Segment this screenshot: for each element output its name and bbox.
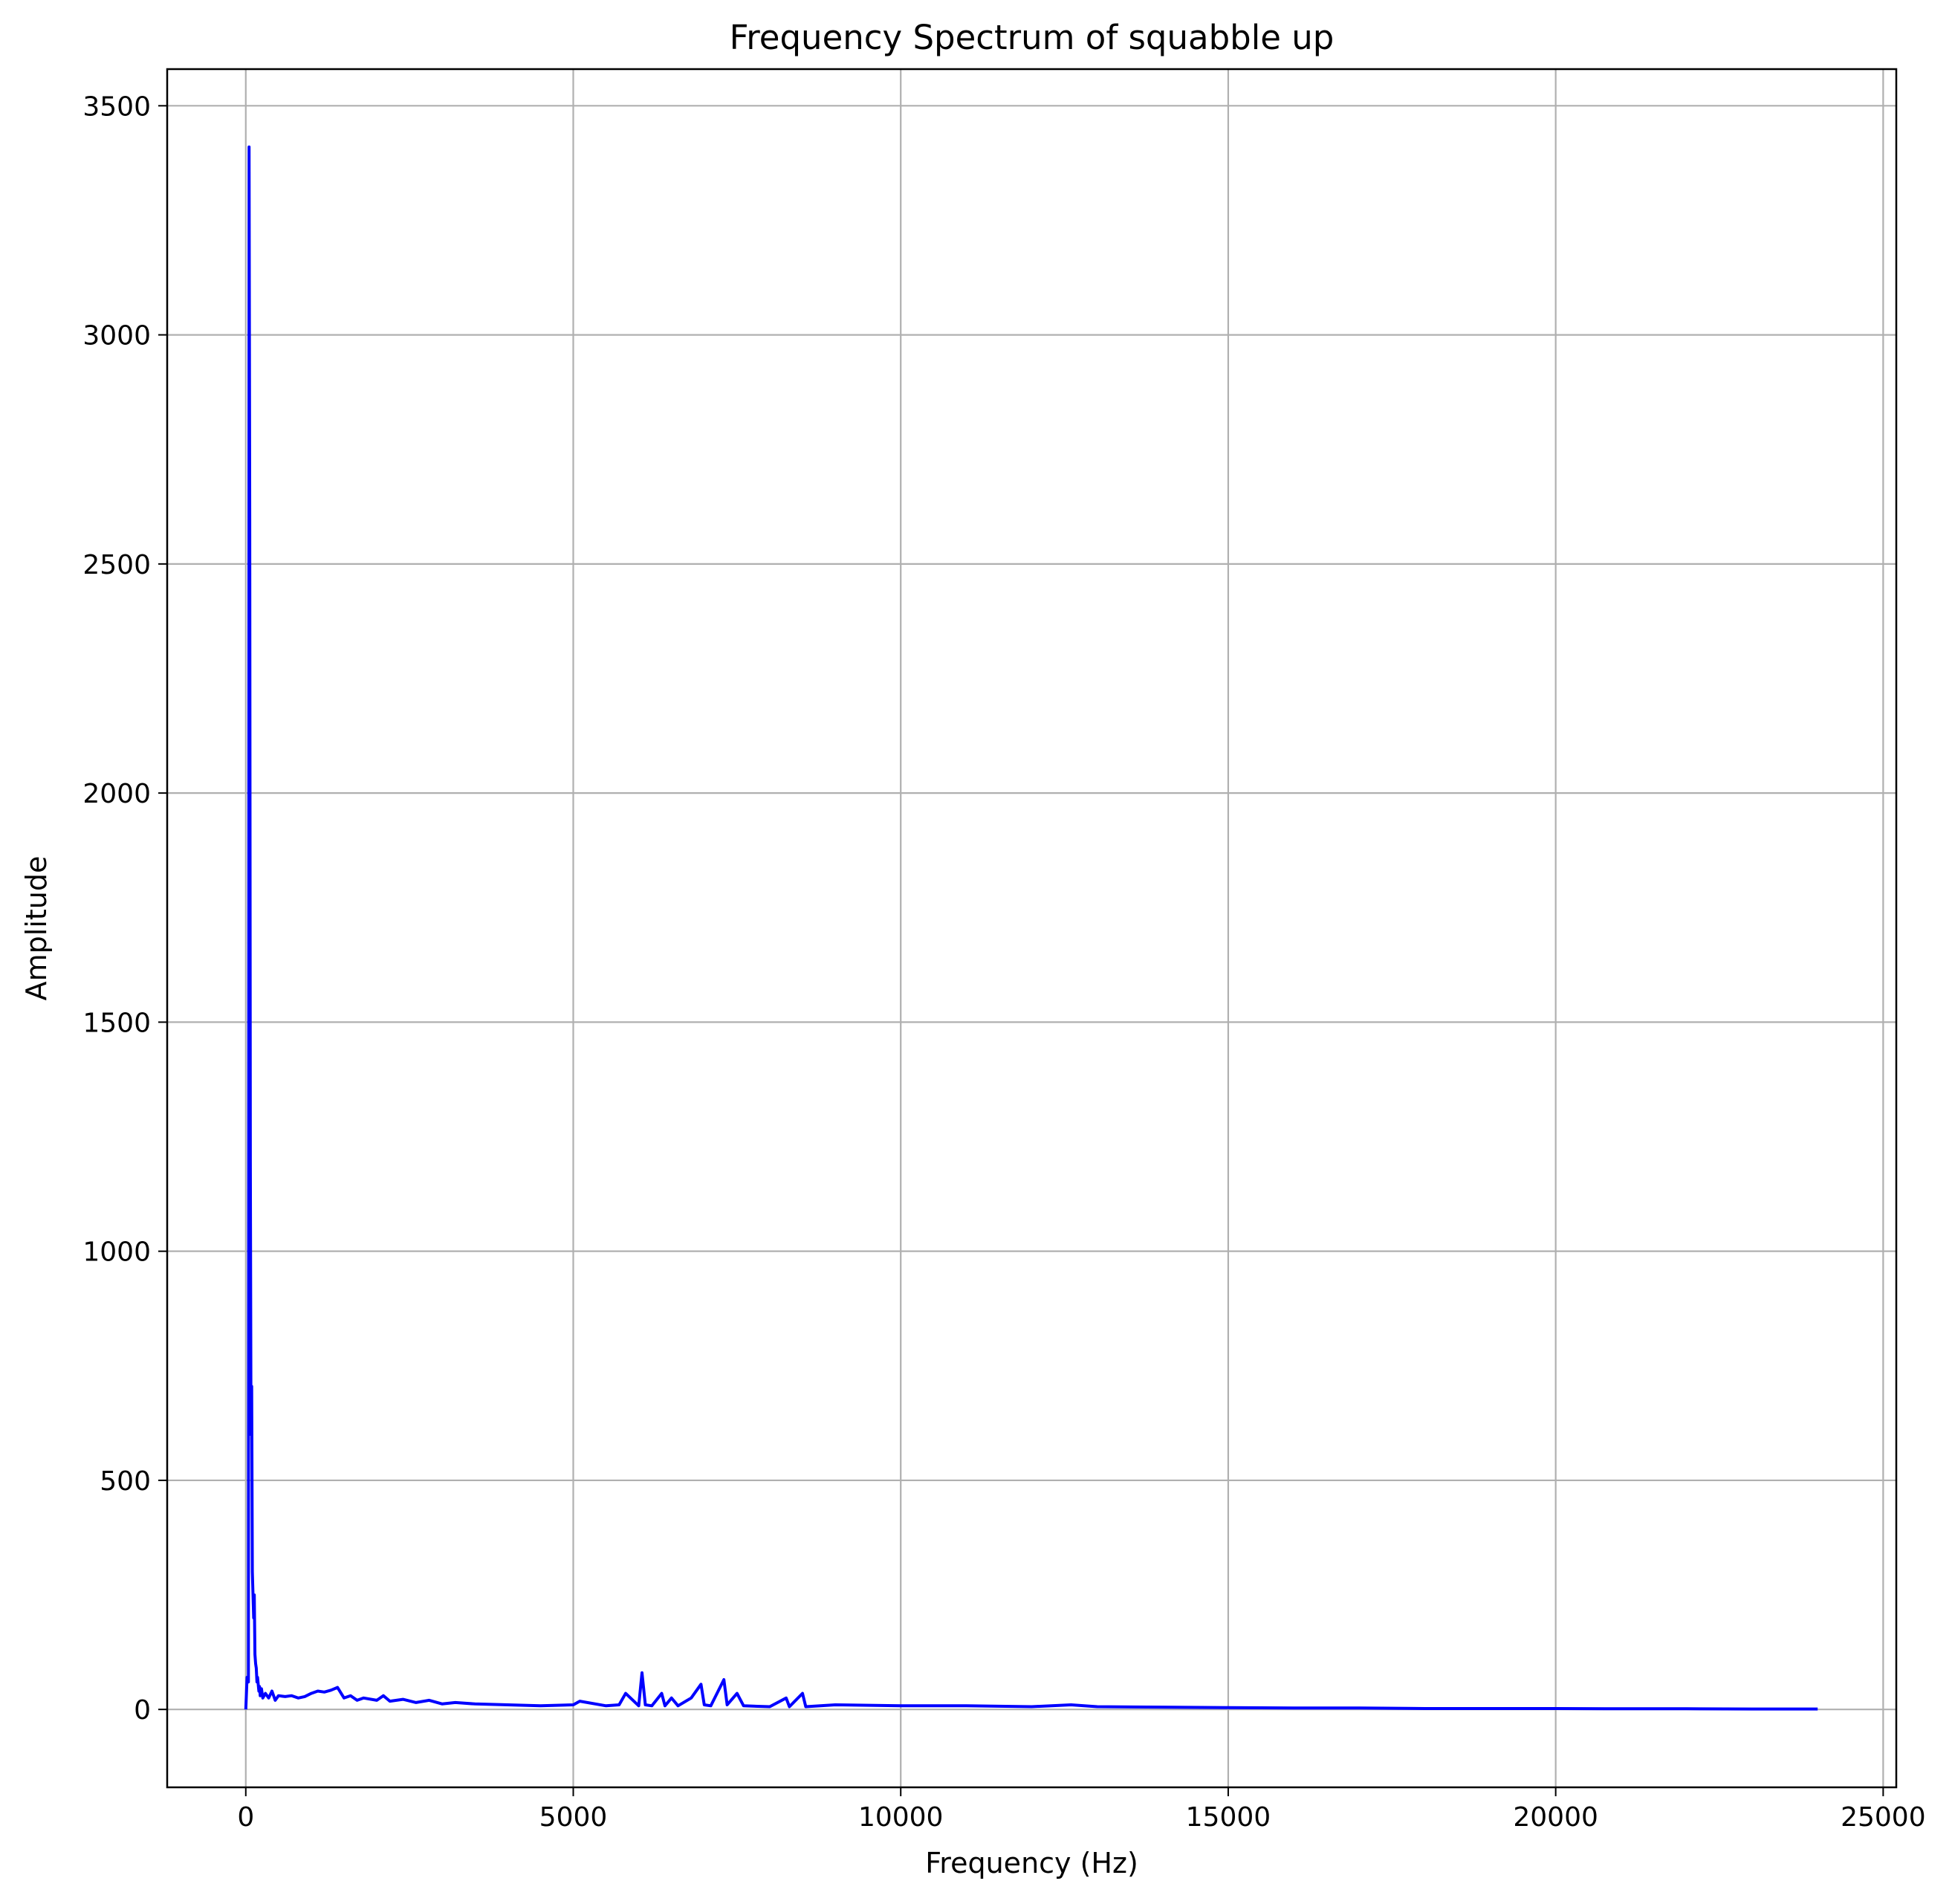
y-tick-label: 500 xyxy=(100,1466,151,1497)
y-tick-label: 2000 xyxy=(82,779,151,809)
grid-lines xyxy=(167,69,1896,1787)
x-tick-label: 15000 xyxy=(1186,1802,1271,1833)
x-axis-label: Frequency (Hz) xyxy=(925,1847,1138,1879)
x-tick-label: 20000 xyxy=(1513,1802,1598,1833)
plot-area xyxy=(244,145,1818,1711)
y-tick-label: 1000 xyxy=(82,1237,151,1268)
y-axis-label: Amplitude xyxy=(20,856,53,1001)
x-tick-label: 25000 xyxy=(1841,1802,1926,1833)
x-tick-label: 10000 xyxy=(858,1802,944,1833)
y-tick-label: 2500 xyxy=(82,550,151,580)
axes-frame xyxy=(166,68,1898,1789)
chart-title: Frequency Spectrum of squabble up xyxy=(730,18,1335,57)
y-tick-label: 0 xyxy=(134,1695,151,1726)
axis-ticks: 0 5000 10000 15000 20000 25000 0 500 1000 1500 200… xyxy=(82,91,1925,1833)
y-tick-label: 1500 xyxy=(82,1008,151,1038)
x-tick-label: 0 xyxy=(237,1802,254,1833)
y-tick-label: 3000 xyxy=(82,321,151,352)
y-tick-label: 3500 xyxy=(82,91,151,122)
x-tick-label: 5000 xyxy=(539,1802,608,1833)
spectrum-line xyxy=(244,145,1818,1711)
